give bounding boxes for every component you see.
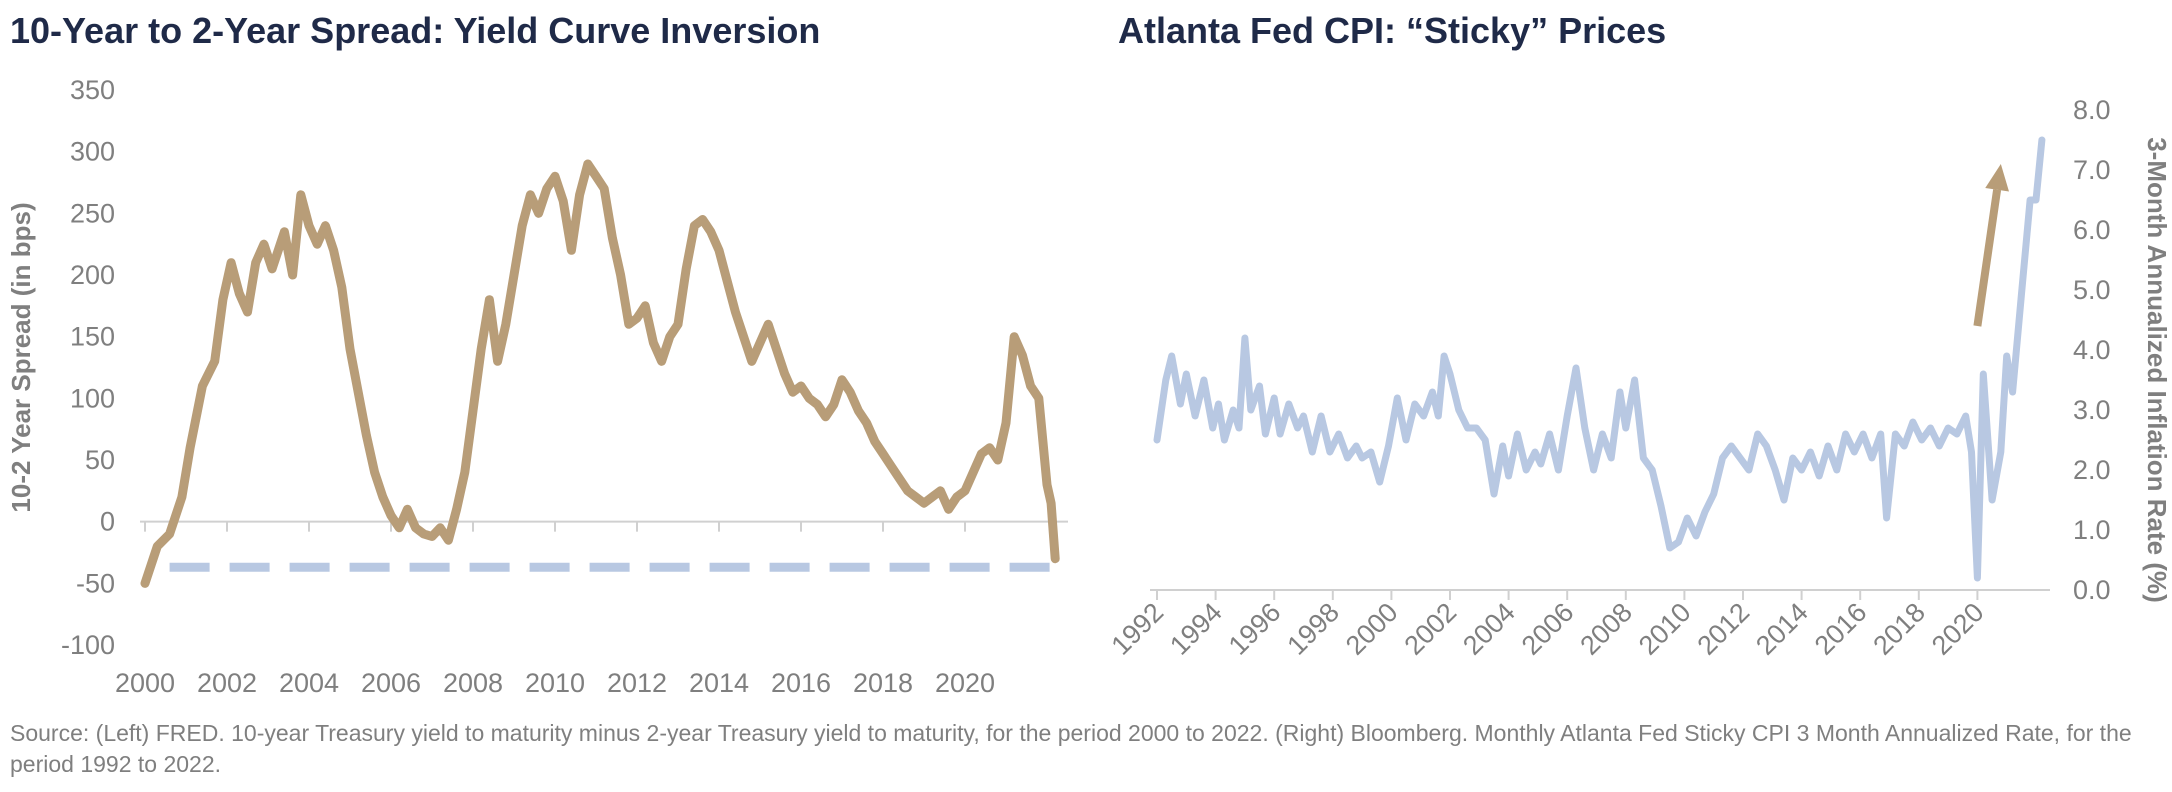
left-y-tick-label: -50 bbox=[76, 568, 115, 598]
left-x-tick-label: 2000 bbox=[115, 668, 175, 698]
right-x-tick-label: 2008 bbox=[1574, 597, 1638, 661]
rising-inflation-arrow-head bbox=[1985, 164, 2009, 192]
right-x-tick-label: 2004 bbox=[1457, 597, 1521, 661]
left-chart-title: 10-Year to 2-Year Spread: Yield Curve In… bbox=[10, 10, 821, 51]
left-x-tick-label: 2006 bbox=[361, 668, 421, 698]
left-y-tick-label: 150 bbox=[70, 322, 115, 352]
left-x-tick-label: 2014 bbox=[689, 668, 749, 698]
right-chart-title: Atlanta Fed CPI: “Sticky” Prices bbox=[1118, 10, 1667, 51]
right-sticky-cpi-series-line bbox=[1153, 136, 2046, 582]
left-y-tick-label: 300 bbox=[70, 137, 115, 167]
left-x-tick-label: 2010 bbox=[525, 668, 585, 698]
right-x-tick-label: 2002 bbox=[1399, 597, 1463, 661]
right-y-tick-label: 7.0 bbox=[2073, 155, 2111, 185]
left-y-tick-label: -100 bbox=[61, 630, 115, 660]
right-y-tick-label: 1.0 bbox=[2073, 515, 2111, 545]
right-x-tick-label: 1996 bbox=[1223, 597, 1287, 661]
left-x-tick-label: 2016 bbox=[771, 668, 831, 698]
right-y-tick-label: 0.0 bbox=[2073, 575, 2111, 605]
source-note: Source: (Left) FRED. 10-year Treasury yi… bbox=[10, 720, 2132, 777]
right-x-tick-label: 2006 bbox=[1516, 597, 1580, 661]
left-y-tick-label: 100 bbox=[70, 383, 115, 413]
right-chart: 8.0 7.0 6.0 5.0 4.0 3.0 2.0 1.0 0.0 1992199419961… bbox=[1106, 95, 2172, 661]
right-y-tick-label: 8.0 bbox=[2073, 95, 2111, 125]
right-x-tick-label: 2014 bbox=[1750, 597, 1814, 661]
right-x-tick-label: 2012 bbox=[1692, 597, 1756, 661]
right-x-tick-label: 2010 bbox=[1633, 597, 1697, 661]
left-x-tick-label: 2018 bbox=[853, 668, 913, 698]
right-x-tick-label: 2018 bbox=[1867, 597, 1931, 661]
right-y-tick-label: 4.0 bbox=[2073, 335, 2111, 365]
left-y-tick-label: 200 bbox=[70, 260, 115, 290]
right-y-axis-label: 3-Month Annualized Inflation Rate (%) bbox=[2142, 137, 2172, 603]
left-y-axis-label: 10-2 Year Spread (in bps) bbox=[6, 202, 36, 512]
left-x-tick-label: 2008 bbox=[443, 668, 503, 698]
left-y-tick-label: 0 bbox=[100, 507, 115, 537]
right-x-tick-label: 1998 bbox=[1281, 597, 1345, 661]
left-spread-series-line bbox=[140, 159, 1060, 588]
left-y-tick-label: 50 bbox=[85, 445, 115, 475]
right-x-tick-label: 1992 bbox=[1106, 597, 1170, 661]
left-x-tick-label: 2012 bbox=[607, 668, 667, 698]
right-x-tick-label: 2000 bbox=[1340, 597, 1404, 661]
left-y-tick-label: 250 bbox=[70, 198, 115, 228]
left-y-tick-label: 350 bbox=[70, 75, 115, 105]
left-x-tick-label: 2004 bbox=[279, 668, 339, 698]
right-y-tick-label: 2.0 bbox=[2073, 455, 2111, 485]
left-x-tick-label: 2002 bbox=[197, 668, 257, 698]
right-x-tick-label: 2020 bbox=[1926, 597, 1990, 661]
right-x-tick-label: 1994 bbox=[1164, 597, 1228, 661]
right-y-tick-label: 5.0 bbox=[2073, 275, 2111, 305]
right-y-tick-label: 3.0 bbox=[2073, 395, 2111, 425]
right-x-tick-label: 2016 bbox=[1809, 597, 1873, 661]
right-y-tick-label: 6.0 bbox=[2073, 215, 2111, 245]
left-x-tick-label: 2020 bbox=[935, 668, 995, 698]
rising-inflation-arrow-shaft bbox=[1973, 189, 2002, 327]
